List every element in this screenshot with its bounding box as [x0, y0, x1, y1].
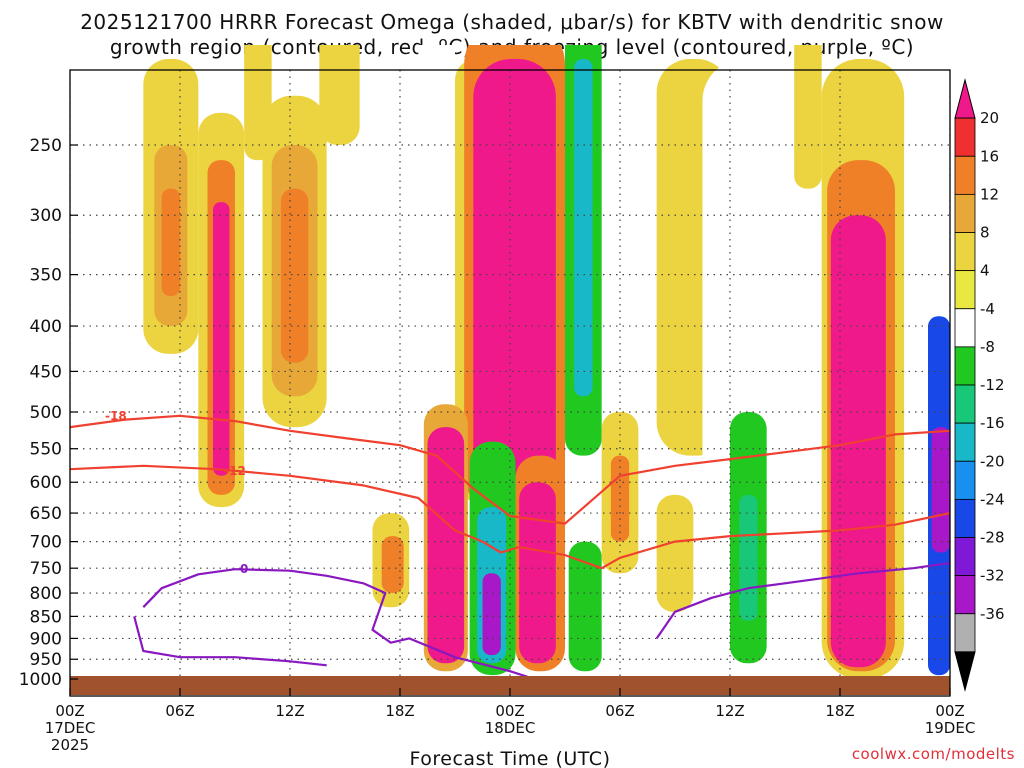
contour-line — [133, 616, 327, 667]
y-tick-label: 900 — [30, 629, 62, 649]
contour-line — [142, 568, 529, 679]
omega-cell — [931, 427, 950, 553]
omega-cell — [381, 536, 404, 594]
x-tick-label: 12Z — [275, 702, 304, 720]
colorbar-label: -20 — [980, 452, 1005, 470]
contour-line — [70, 464, 950, 570]
x-tick-label: 18Z — [825, 702, 854, 720]
colorbar-label: -4 — [980, 300, 995, 318]
colorbar-segment — [954, 460, 976, 500]
omega-shading — [143, 45, 950, 679]
credit-text: coolwx.com/modelts — [852, 745, 1015, 763]
contour-lines: -18 -12 0 — [70, 409, 950, 679]
colorbar-label: 16 — [980, 147, 999, 165]
colorbar-cap-bottom — [954, 651, 976, 692]
colorbar-label: -16 — [980, 414, 1005, 432]
x-tick-label: 12Z — [715, 702, 744, 720]
colorbar-label: -28 — [980, 529, 1005, 547]
colorbar-segment — [954, 193, 976, 233]
contour-line — [655, 561, 950, 640]
y-tick-label: 1000 — [19, 670, 62, 690]
colorbar-segment — [954, 575, 976, 615]
y-tick-label: 650 — [30, 504, 62, 524]
colorbar-cap-top — [954, 78, 976, 119]
y-tick-label: 350 — [30, 266, 62, 286]
omega-cell — [739, 494, 758, 621]
colorbar-label: -32 — [980, 567, 1005, 585]
y-tick-label: 750 — [30, 559, 62, 579]
colorbar-segment — [954, 537, 976, 577]
omega-cell — [574, 59, 593, 397]
y-tick-label: 950 — [30, 650, 62, 670]
x-tick-label: 00Z — [935, 702, 964, 720]
x-tick-label: 18Z — [385, 702, 414, 720]
colorbar-label: -24 — [980, 490, 1005, 508]
y-tick-label: 700 — [30, 533, 62, 553]
colorbar: 20 16 12 8 4 -4 -8 -12 -16 -20 -24 -28 -32 -36 — [954, 78, 1005, 692]
colorbar-label: -12 — [980, 376, 1005, 394]
colorbar-segment — [954, 155, 976, 195]
omega-cell — [519, 482, 556, 664]
colorbar-segment — [954, 232, 976, 272]
omega-cell — [794, 45, 822, 189]
x-tick-date: 17DEC — [45, 719, 96, 737]
contour-line — [70, 414, 950, 525]
x-tick-date: 19DEC — [925, 719, 976, 737]
y-tick-label: 400 — [30, 317, 62, 337]
y-axis: 2503003504004505005506006507007508008509… — [19, 136, 78, 690]
y-tick-label: 500 — [30, 403, 62, 423]
grid-lines — [70, 70, 950, 695]
omega-cell — [904, 129, 932, 594]
y-tick-label: 850 — [30, 607, 62, 627]
colorbar-segment — [954, 308, 976, 348]
omega-cell — [161, 188, 180, 297]
colorbar-segment — [954, 498, 976, 538]
x-tick-date: 18DEC — [485, 719, 536, 737]
contour-label: 0 — [240, 562, 248, 576]
contour-label: -12 — [224, 464, 246, 478]
colorbar-label: -36 — [980, 605, 1005, 623]
omega-cell — [702, 59, 795, 676]
omega-cell — [568, 541, 602, 672]
colorbar-segment — [954, 346, 976, 386]
omega-cell — [482, 573, 501, 656]
x-axis-label: Forecast Time (UTC) — [410, 748, 611, 768]
omega-cell — [363, 285, 400, 456]
colorbar-label: 4 — [980, 262, 990, 280]
chart-title-line1: 2025121700 HRRR Forecast Omega (shaded, … — [80, 10, 944, 34]
x-tick-label: 06Z — [605, 702, 634, 720]
omega-cell — [473, 59, 556, 508]
colorbar-segment — [954, 422, 976, 462]
omega-cell — [656, 494, 694, 612]
colorbar-segment — [954, 384, 976, 424]
omega-cell — [213, 202, 230, 476]
y-tick-label: 250 — [30, 136, 62, 156]
x-tick-label: 00Z — [495, 702, 524, 720]
contour-label: -18 — [105, 409, 127, 423]
colorbar-segment — [954, 270, 976, 310]
y-tick-label: 450 — [30, 362, 62, 382]
colorbar-segment — [954, 613, 976, 653]
x-tick-label: 06Z — [165, 702, 194, 720]
colorbar-label: 12 — [980, 185, 999, 203]
y-tick-label: 300 — [30, 206, 62, 226]
omega-cell — [610, 455, 630, 542]
colorbar-segment — [954, 117, 976, 157]
y-tick-label: 600 — [30, 473, 62, 493]
y-tick-label: 550 — [30, 440, 62, 460]
omega-cell — [427, 427, 465, 664]
y-tick-label: 800 — [30, 584, 62, 604]
x-tick-year: 2025 — [51, 736, 89, 754]
x-tick-label: 00Z — [55, 702, 84, 720]
omega-cell — [280, 188, 309, 363]
colorbar-label: 8 — [980, 224, 990, 242]
colorbar-label: 20 — [980, 109, 999, 127]
colorbar-label: -8 — [980, 338, 995, 356]
